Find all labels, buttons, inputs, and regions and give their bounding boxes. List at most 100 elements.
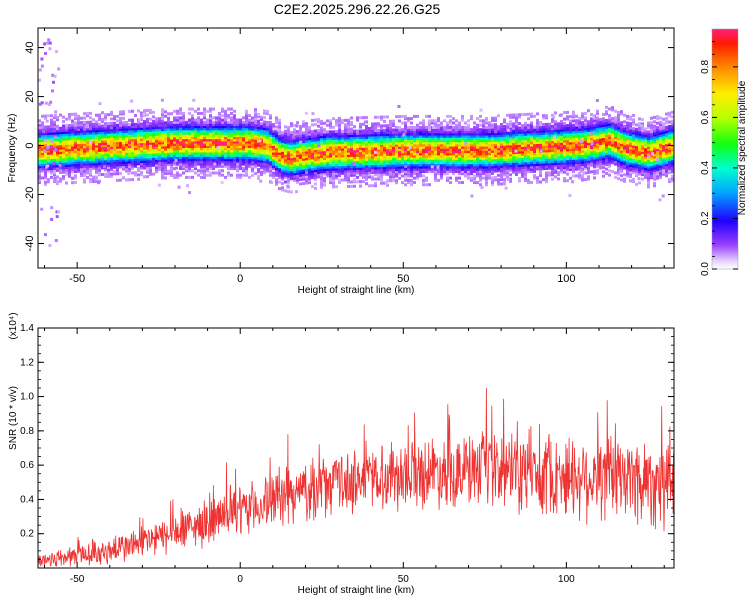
spectrogram-cell [488, 132, 491, 136]
spectrogram-cell [230, 164, 233, 168]
spectrogram-cell [272, 147, 275, 151]
spectrogram-cell [275, 182, 278, 186]
spectrogram-cell [365, 182, 368, 186]
spectrogram-cell [95, 126, 98, 130]
spectrogram-cell [257, 168, 260, 172]
spectrogram-cell [227, 122, 230, 126]
spectrogram-cell [407, 156, 410, 160]
spectrogram-cell [359, 129, 362, 133]
spectrogram-cell [38, 178, 41, 182]
spectrogram-cell [50, 153, 53, 157]
spectrogram-cell [530, 125, 533, 129]
spectrogram-cell [428, 163, 431, 167]
spectrogram-cell [419, 125, 422, 129]
spectrogram-cell [434, 170, 437, 174]
spectrogram-cell [83, 120, 86, 124]
spectrogram-cell [218, 127, 221, 131]
spectrogram-cell [98, 122, 101, 126]
spectrogram-cell [38, 165, 41, 169]
spectrogram-cell [71, 167, 74, 171]
spectrogram-cell [518, 152, 521, 156]
spectrogram-cell [431, 128, 434, 132]
spectrogram-cell [293, 139, 296, 143]
spectrogram-cell [353, 173, 356, 177]
spectrogram-cell [539, 151, 542, 155]
spectrogram-cell [161, 108, 164, 112]
spectrogram-cell [545, 151, 548, 155]
spectrogram-cell [350, 138, 353, 142]
spectrogram-cell [404, 117, 407, 121]
spectrogram-cell [176, 149, 179, 153]
spectrogram-cell [497, 145, 500, 149]
spectrogram-cell [140, 151, 143, 155]
spectrogram-cell [503, 151, 506, 155]
spectrogram-cell [170, 149, 173, 153]
spectrogram-cell [290, 135, 293, 139]
spectrogram-cell [434, 136, 437, 140]
spectrogram-cell [524, 150, 527, 154]
spectrogram-cell [233, 140, 236, 144]
spectrogram-cell [200, 171, 203, 175]
spectrogram-cell [506, 171, 509, 175]
spectrogram-cell [305, 137, 308, 141]
spectrogram-cell [446, 145, 449, 149]
spectrogram-cell [539, 136, 542, 140]
spectrogram-cell [530, 145, 533, 149]
spectrogram-cell [293, 132, 296, 136]
spectrogram-cell [416, 174, 419, 178]
spectrogram-cell [485, 141, 488, 145]
spectrogram-cell [107, 174, 110, 178]
spectrogram-cell [206, 131, 209, 135]
spectrogram-cell [473, 156, 476, 160]
spectrogram-cell [71, 141, 74, 145]
spectrogram-cell [263, 158, 266, 162]
spectrogram-cell [248, 160, 251, 164]
spectrogram-cell [440, 161, 443, 165]
spectrogram-cell [458, 172, 461, 176]
spectrogram-cell [512, 144, 515, 148]
spectrogram-cell [506, 160, 509, 164]
spectrogram-cell [254, 152, 257, 156]
spectrogram-cell [335, 143, 338, 147]
spectrogram-cell [476, 125, 479, 129]
spectrogram-cell [296, 171, 299, 175]
spectrogram-cell [530, 163, 533, 167]
spectrogram-cell [470, 147, 473, 151]
spectrogram-cell [575, 132, 578, 136]
spectrogram-cell [473, 158, 476, 162]
spectrogram-cell [281, 157, 284, 161]
spectrogram-cell [587, 133, 590, 137]
spectrogram-cell [464, 134, 467, 138]
spectrogram-cell [233, 153, 236, 157]
spectrogram-cell [452, 141, 455, 145]
spectrogram-cell [416, 132, 419, 136]
spectrogram-cell [563, 179, 566, 183]
spectrogram-cell [446, 152, 449, 156]
spectrogram-cell [602, 141, 605, 145]
spectrogram-cell [263, 164, 266, 168]
spectrogram-cell [314, 178, 317, 182]
spectrogram-cell [248, 153, 251, 157]
spectrogram-cell [101, 159, 104, 163]
spectrogram-cell [410, 143, 413, 147]
spectrogram-cell [131, 138, 134, 142]
spectrogram-cell [47, 149, 50, 153]
spectrogram-cell [428, 123, 431, 127]
spectrogram-cell [302, 168, 305, 172]
spectrogram-cell [53, 160, 56, 164]
spectrogram-cell [434, 132, 437, 136]
spectrogram-cell [344, 134, 347, 138]
spectrogram-cell [326, 134, 329, 138]
spectrogram-cell [413, 167, 416, 171]
spectrogram-cell [188, 149, 191, 153]
spectrogram-cell [161, 167, 164, 171]
spectrogram-cell [179, 111, 182, 115]
spectrogram-cell [176, 111, 179, 115]
spectrogram-cell [464, 154, 467, 158]
spectrogram-cell [212, 134, 215, 138]
spectrogram-cell [413, 172, 416, 176]
spectrogram-cell [335, 174, 338, 178]
spectrogram-cell [584, 142, 587, 146]
spectrogram-cell [392, 124, 395, 128]
spectrogram-cell [146, 120, 149, 124]
